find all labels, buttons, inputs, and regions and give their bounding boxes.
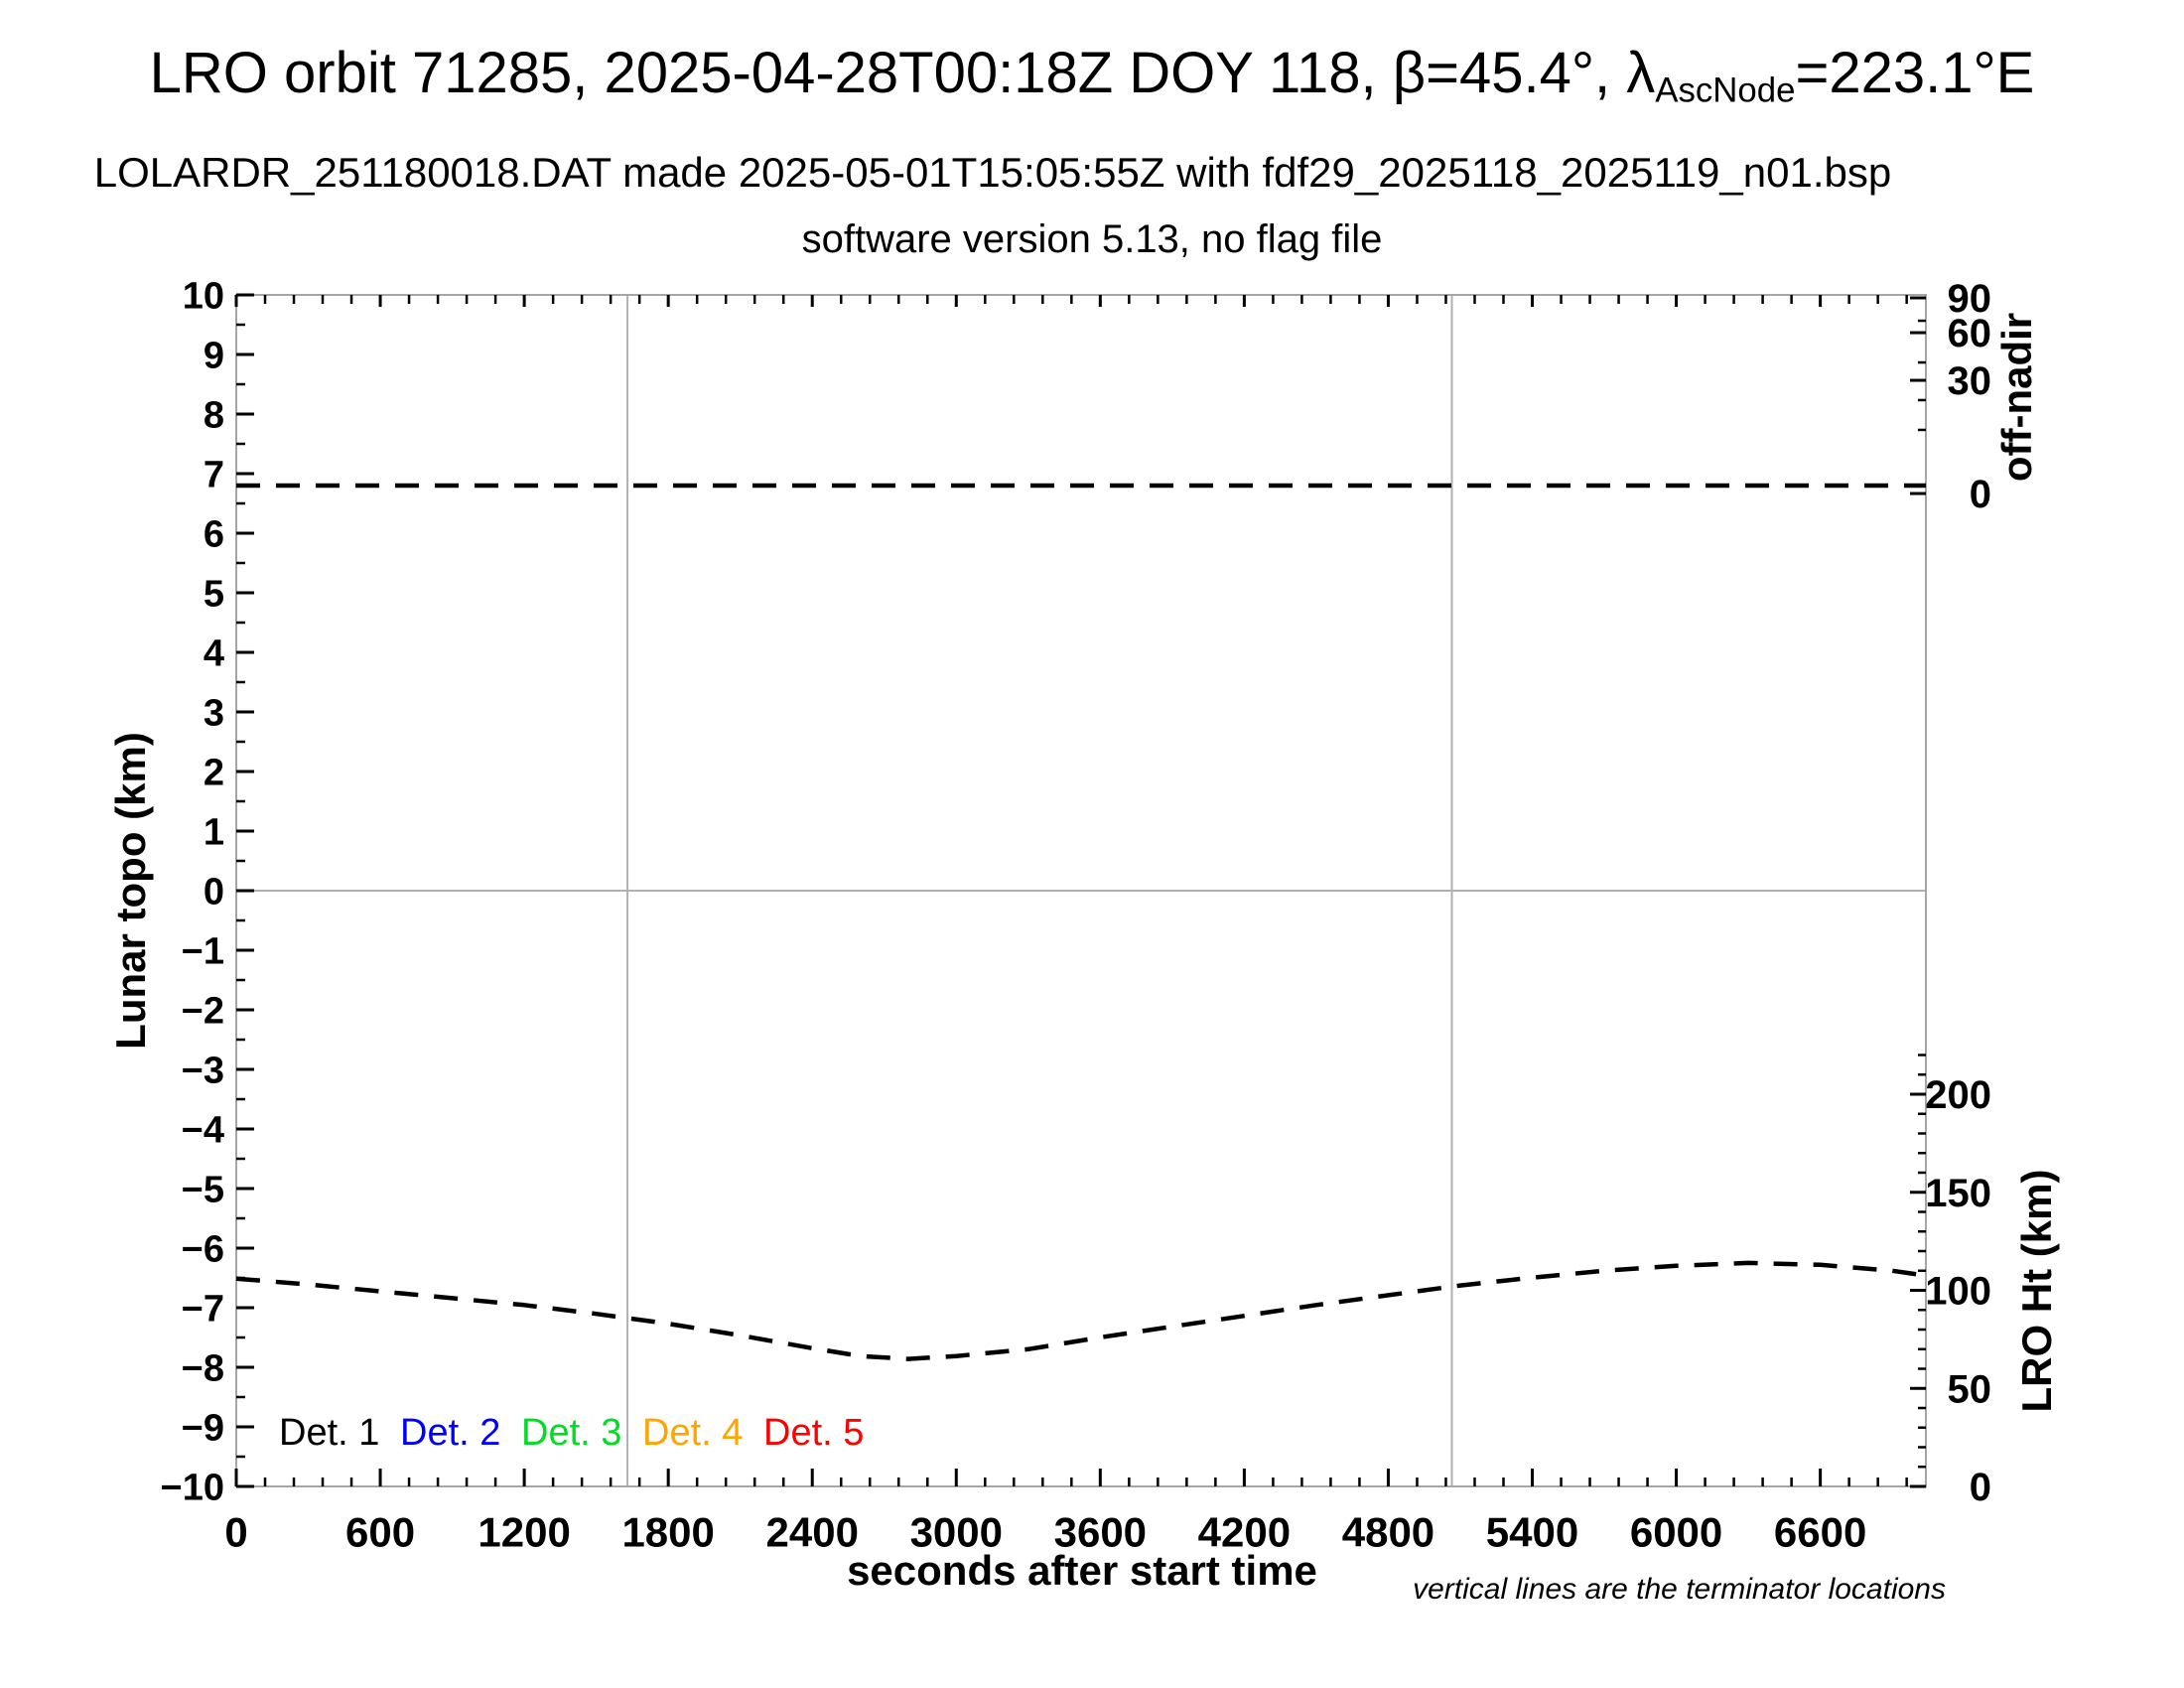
topo-tick-label: 2 [204, 752, 224, 793]
topo-tick-label: 10 [183, 275, 224, 317]
topo-tick-label: −4 [182, 1109, 224, 1151]
detector-legend: Det. 1 Det. 2 Det. 3 Det. 4 Det. 5 [0, 1409, 2184, 1457]
x-tick-label: 3000 [910, 1509, 1003, 1556]
ht-tick-label: 0 [1970, 1466, 1991, 1509]
x-tick-label: 6600 [1774, 1509, 1866, 1556]
topo-tick-label: 0 [204, 871, 224, 913]
x-tick-label: 6000 [1630, 1509, 1722, 1556]
legend-det-3: Det. 3 [521, 1412, 622, 1454]
x-tick-label: 1200 [478, 1509, 570, 1556]
legend-det-5: Det. 5 [763, 1412, 865, 1454]
offnadir-tick-label: 60 [1948, 312, 1992, 355]
x-tick-label: 0 [224, 1509, 247, 1556]
ht-tick-label: 100 [1925, 1270, 1991, 1314]
topo-tick-label: −7 [182, 1288, 224, 1330]
x-axis-label: seconds after start time [847, 1547, 1317, 1594]
offnadir-tick-label: 0 [1970, 473, 1991, 516]
terminator-footnote: vertical lines are the terminator locati… [1413, 1573, 1946, 1606]
lro-height-curve [235, 1260, 1927, 1361]
page-title: LRO orbit 71285, 2025-04-28T00:18Z DOY 1… [0, 40, 2184, 111]
subtitle-file-info: LOLARDR_251180018.DAT made 2025-05-01T15… [93, 149, 1892, 196]
x-tick-label: 4200 [1198, 1509, 1291, 1556]
topo-tick-label: −2 [182, 990, 224, 1032]
x-tick-label: 5400 [1486, 1509, 1578, 1556]
y-axis-label-off-nadir: off-nadir [1993, 312, 2040, 483]
topo-tick-label: −9 [182, 1407, 224, 1449]
x-tick-label: 3600 [1054, 1509, 1147, 1556]
title-text-end: =223.1°E [1795, 41, 2035, 105]
legend-det-2: Det. 2 [400, 1412, 501, 1454]
topo-tick-label: −5 [182, 1169, 224, 1210]
topo-tick-label: −8 [182, 1347, 224, 1389]
y-axis-label-lro-height: LRO Ht (km) [2013, 1169, 2060, 1413]
x-tick-label: 2400 [766, 1509, 859, 1556]
topo-tick-label: 4 [204, 633, 224, 674]
offnadir-tick-label: 30 [1948, 359, 1992, 403]
topo-tick-label: −6 [182, 1228, 224, 1270]
y-axis-label-lunar-topo: Lunar topo (km) [107, 732, 154, 1050]
x-tick-label: 1800 [621, 1509, 714, 1556]
ht-tick-label: 200 [1925, 1073, 1991, 1117]
x-tick-label: 4800 [1342, 1509, 1434, 1556]
topo-tick-label: 9 [204, 335, 224, 376]
offnadir-tick-label: 90 [1948, 277, 1992, 321]
ht-tick-label: 50 [1948, 1367, 1992, 1411]
topo-tick-label: 7 [204, 454, 224, 495]
topo-tick-label: 5 [204, 573, 224, 615]
topo-tick-label: 1 [204, 811, 224, 853]
title-text: LRO orbit 71285, 2025-04-28T00:18Z DOY 1… [149, 41, 1656, 105]
ht-tick-label: 150 [1925, 1172, 1991, 1215]
topo-tick-label: 8 [204, 394, 224, 436]
topo-tick-label: 3 [204, 692, 224, 734]
legend-det-4: Det. 4 [642, 1412, 744, 1454]
legend-det-1: Det. 1 [279, 1412, 380, 1454]
topo-tick-label: −3 [182, 1050, 224, 1091]
topo-tick-label: −1 [182, 930, 224, 972]
title-subscript: AscNode [1655, 70, 1796, 110]
subtitle-software-version: software version 5.13, no flag file [801, 217, 1383, 261]
topo-tick-label: −10 [161, 1467, 224, 1508]
x-tick-label: 600 [345, 1509, 415, 1556]
topo-tick-label: 6 [204, 513, 224, 555]
